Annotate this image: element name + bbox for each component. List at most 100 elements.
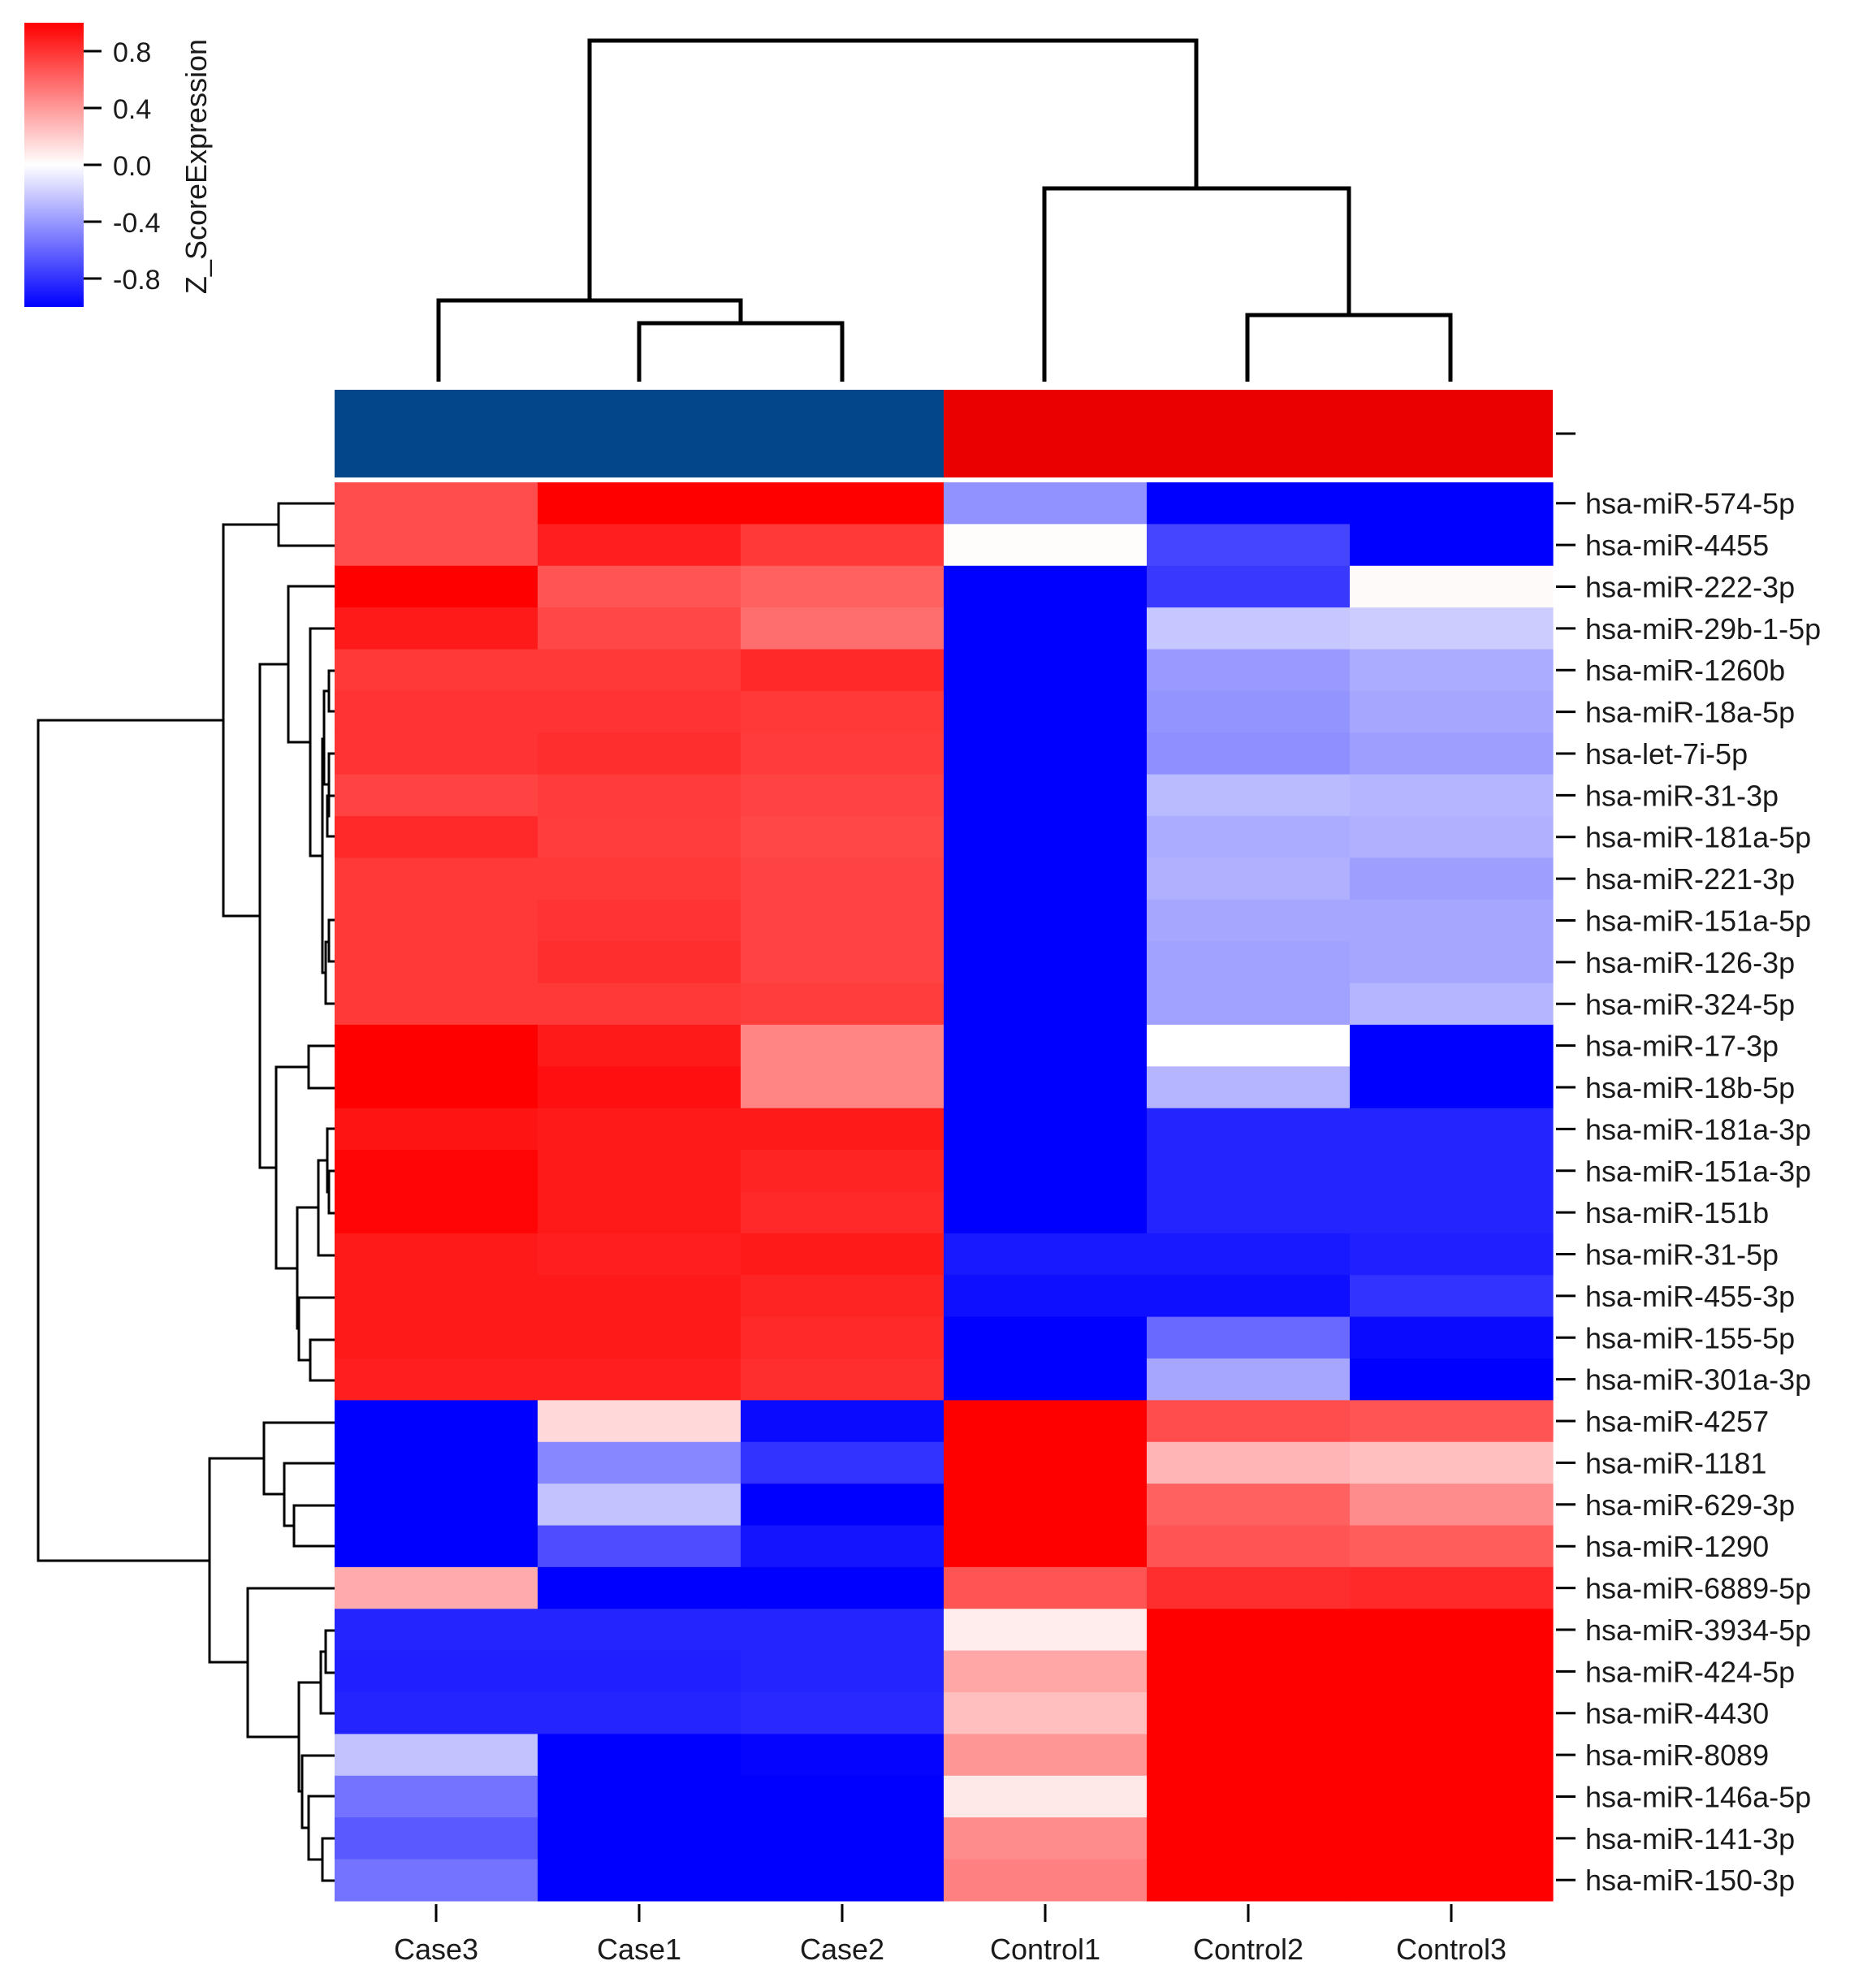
- col-dendro-link-control1-controls: [1042, 186, 1351, 382]
- heatmap-cell-hsa-mir-181a-5p-control3: [1350, 816, 1554, 859]
- row-label-hsa-mir-141-3p: hsa-miR-141-3p: [1585, 1822, 1795, 1855]
- heatmap-cell-hsa-mir-151a-5p-case3: [335, 899, 538, 942]
- heatmap-cell-hsa-mir-4455-case1: [538, 524, 741, 567]
- row-label-hsa-mir-6889-5p: hsa-miR-6889-5p: [1585, 1572, 1811, 1605]
- heatmap-cell-hsa-mir-1181-control2: [1147, 1441, 1351, 1484]
- column-label-case3: Case3: [394, 1933, 478, 1966]
- heatmap-cell-hsa-mir-141-3p-case3: [335, 1817, 538, 1860]
- heatmap-cell-hsa-mir-31-3p-control3: [1350, 774, 1554, 817]
- row-dendro-link-574-4455: [277, 502, 335, 547]
- heatmap-cell-hsa-mir-1290-control1: [944, 1525, 1148, 1568]
- heatmap-cell-hsa-mir-424-5p-case1: [538, 1650, 741, 1693]
- heatmap-cell-hsa-mir-150-3p-control1: [944, 1859, 1148, 1902]
- heatmap-cell-hsa-mir-146a-5p-case1: [538, 1775, 741, 1818]
- heatmap-cell-hsa-mir-1290-control2: [1147, 1525, 1351, 1568]
- heatmap-cell-hsa-mir-222-3p-case3: [335, 565, 538, 608]
- heatmap-cell-hsa-mir-574-5p-control1: [944, 482, 1148, 525]
- heatmap-cell-hsa-mir-301a-3p-case3: [335, 1358, 538, 1401]
- row-dendro-link-4257: [262, 1421, 335, 1496]
- row-label-hsa-let-7i-5p: hsa-let-7i-5p: [1585, 737, 1748, 771]
- heatmap-cell-hsa-mir-151b-control2: [1147, 1191, 1351, 1234]
- heatmap-cell-hsa-mir-17-3p-case1: [538, 1024, 741, 1067]
- heatmap-cell-hsa-mir-155-5p-case1: [538, 1316, 741, 1359]
- heatmap-cell-hsa-mir-629-3p-control1: [944, 1484, 1148, 1527]
- heatmap-cell-hsa-mir-141-3p-case1: [538, 1817, 741, 1860]
- heatmap-cell-hsa-mir-3934-5p-case2: [741, 1609, 944, 1652]
- heatmap-cell-hsa-mir-1181-case1: [538, 1441, 741, 1484]
- heatmap-cell-hsa-mir-18b-5p-case3: [335, 1066, 538, 1109]
- heatmap-cell-hsa-mir-126-3p-control1: [944, 941, 1148, 984]
- heatmap-cell-hsa-mir-151a-5p-case1: [538, 899, 741, 942]
- heatmap-cell-hsa-mir-629-3p-case1: [538, 1484, 741, 1527]
- row-label-hsa-mir-31-5p: hsa-miR-31-5p: [1585, 1238, 1779, 1272]
- heatmap-cell-hsa-mir-221-3p-control2: [1147, 857, 1351, 901]
- heatmap-cell-hsa-mir-455-3p-control2: [1147, 1275, 1351, 1318]
- row-dendrogram: [37, 502, 335, 1882]
- row-dendro-link-down-group: [208, 1457, 264, 1664]
- heatmap-cell-hsa-mir-1181-case2: [741, 1441, 944, 1484]
- row-label-hsa-mir-126-3p: hsa-miR-126-3p: [1585, 946, 1795, 979]
- row-label-hsa-mir-1290: hsa-miR-1290: [1585, 1530, 1769, 1563]
- row-label-hsa-mir-4257: hsa-miR-4257: [1585, 1405, 1769, 1438]
- heatmap-cell-hsa-mir-146a-5p-control3: [1350, 1775, 1554, 1818]
- heatmap-cell-hsa-mir-629-3p-control2: [1147, 1484, 1351, 1527]
- heatmap-cell-hsa-mir-4455-control3: [1350, 524, 1554, 567]
- row-label-hsa-mir-455-3p: hsa-miR-455-3p: [1585, 1280, 1795, 1313]
- heatmap-cell-hsa-mir-4455-control1: [944, 524, 1148, 567]
- heatmap-cell-hsa-mir-1181-control3: [1350, 1441, 1554, 1484]
- heatmap-cell-hsa-mir-151b-control3: [1350, 1191, 1554, 1234]
- heatmap-cell-hsa-mir-301a-3p-case1: [538, 1358, 741, 1401]
- heatmap-cell-hsa-mir-455-3p-case1: [538, 1275, 741, 1318]
- colorbar-tick-label: -0.4: [113, 208, 161, 239]
- heatmap-cell-hsa-mir-31-5p-control1: [944, 1233, 1148, 1276]
- heatmap-cell-hsa-mir-29b-1-5p-case1: [538, 607, 741, 650]
- heatmap-cell-hsa-mir-455-3p-case3: [335, 1275, 538, 1318]
- heatmap-cell-hsa-mir-141-3p-control3: [1350, 1817, 1554, 1860]
- heatmap-cell-hsa-mir-8089-case2: [741, 1734, 944, 1777]
- heatmap-cell-hsa-mir-1181-control1: [944, 1441, 1148, 1484]
- heatmap-cell-hsa-mir-4257-case2: [741, 1400, 944, 1443]
- heatmap-cell-hsa-mir-1260b-control1: [944, 649, 1148, 692]
- heatmap-cell-hsa-mir-151a-3p-control1: [944, 1150, 1148, 1193]
- heatmap-cell-hsa-mir-8089-case1: [538, 1734, 741, 1777]
- heatmap-cell-hsa-mir-222-3p-case2: [741, 565, 944, 608]
- heatmap-cell-hsa-mir-29b-1-5p-control3: [1350, 607, 1554, 650]
- heatmap-cell-hsa-mir-155-5p-case3: [335, 1316, 538, 1359]
- heatmap-cell-hsa-mir-29b-1-5p-control2: [1147, 607, 1351, 650]
- heatmap-cell-hsa-mir-31-5p-case1: [538, 1233, 741, 1276]
- heatmap-cell-hsa-mir-8089-case3: [335, 1734, 538, 1777]
- heatmap-cell-hsa-mir-181a-3p-control1: [944, 1108, 1148, 1151]
- heatmap-cell-hsa-mir-1181-case3: [335, 1441, 538, 1484]
- heatmap-cell-hsa-mir-18a-5p-control1: [944, 690, 1148, 733]
- row-label-hsa-mir-301a-3p: hsa-miR-301a-3p: [1585, 1363, 1811, 1397]
- heatmap-cell-hsa-mir-150-3p-case3: [335, 1859, 538, 1902]
- row-dendro-link-4430: [319, 1650, 335, 1715]
- heatmap-cell-hsa-mir-31-5p-control3: [1350, 1233, 1554, 1276]
- row-dendro-link-3934-424: [324, 1629, 335, 1674]
- heatmap-cell-hsa-mir-4455-case3: [335, 524, 538, 567]
- heatmap-cell-hsa-mir-17-3p-case2: [741, 1024, 944, 1067]
- heatmap-cell-hsa-mir-146a-5p-control2: [1147, 1775, 1351, 1818]
- heatmap-cell-hsa-mir-31-5p-control2: [1147, 1233, 1351, 1276]
- heatmap-cell-hsa-mir-150-3p-control2: [1147, 1859, 1351, 1902]
- heatmap-cell-hsa-let-7i-5p-control2: [1147, 732, 1351, 775]
- heatmap-cell-hsa-mir-18a-5p-case2: [741, 690, 944, 733]
- heatmap-cell-hsa-mir-29b-1-5p-case3: [335, 607, 538, 650]
- heatmap-cell-hsa-mir-151a-3p-case1: [538, 1150, 741, 1193]
- heatmap-cell-hsa-mir-31-3p-case2: [741, 774, 944, 817]
- heatmap-cell-hsa-mir-324-5p-control3: [1350, 983, 1554, 1026]
- row-label-hsa-mir-4455: hsa-miR-4455: [1585, 529, 1769, 562]
- colorbar: 0.8 0.4 0.0 -0.4 -0.8 Z_ScoreExpression: [24, 23, 213, 307]
- heatmap-cell-hsa-mir-126-3p-case1: [538, 941, 741, 984]
- row-label-hsa-mir-424-5p: hsa-miR-424-5p: [1585, 1655, 1795, 1688]
- heatmap-cell-hsa-mir-181a-5p-control1: [944, 816, 1148, 859]
- heatmap-cell-hsa-mir-126-3p-control2: [1147, 941, 1351, 984]
- column-label-control3: Control3: [1396, 1933, 1506, 1966]
- heatmap-cell-hsa-mir-324-5p-control2: [1147, 983, 1351, 1026]
- heatmap-cell-hsa-mir-4430-control1: [944, 1692, 1148, 1734]
- row-label-hsa-mir-221-3p: hsa-miR-221-3p: [1585, 862, 1795, 896]
- row-label-hsa-mir-150-3p: hsa-miR-150-3p: [1585, 1864, 1795, 1897]
- heatmap-cell-hsa-mir-629-3p-case3: [335, 1484, 538, 1527]
- heatmap-cell-hsa-mir-455-3p-case2: [741, 1275, 944, 1318]
- heatmap-cell-hsa-mir-3934-5p-control1: [944, 1609, 1148, 1652]
